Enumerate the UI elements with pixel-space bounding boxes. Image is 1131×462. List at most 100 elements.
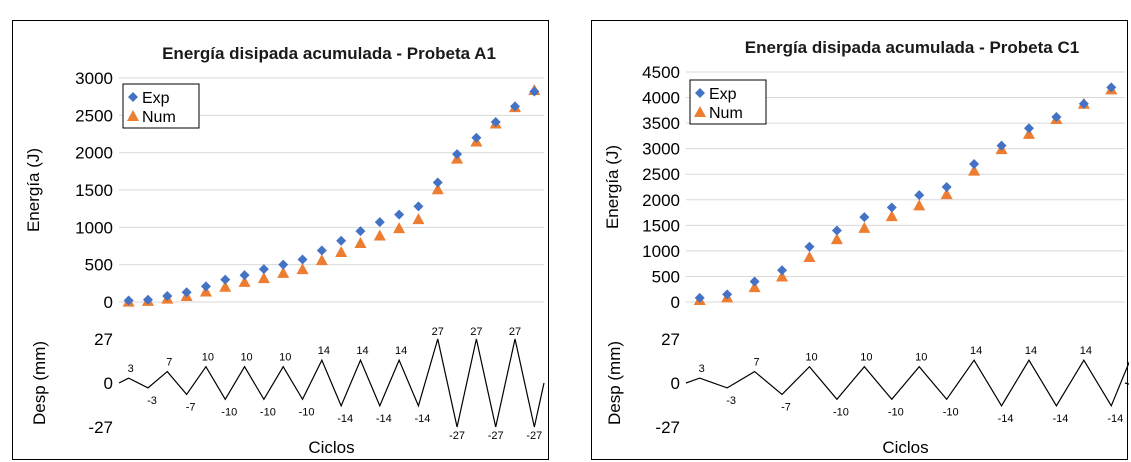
legend-exp-marker [128,92,138,102]
peak-label: -10 [833,406,849,418]
peak-label: 14 [1080,345,1092,357]
exp-point [239,270,250,281]
chart-panel-a1: Energía disipada acumulada - Probeta A1 3… [12,20,549,460]
peak-label: 14 [395,345,407,357]
exp-point [123,295,134,306]
exp-point [162,291,173,302]
peak-label: 27 [509,326,521,338]
exp-point [413,201,424,212]
exp-point [777,265,788,276]
exp-point [1078,98,1089,109]
num-point [393,222,406,234]
peak-label: 3 [128,363,134,375]
y-tick-label: 2500 [75,106,113,125]
peak-label: 10 [915,352,927,364]
y-tick-label: 2000 [642,191,680,210]
legend-num-label: Num [142,109,176,126]
exp-point [1106,82,1117,93]
exp-point [529,86,540,97]
peak-label: -27 [526,430,542,442]
num-point [315,254,328,266]
peak-label: 14 [318,345,330,357]
peak-label: -14 [1052,413,1068,425]
y-tick-label: 500 [652,267,680,286]
num-point [335,245,348,257]
x-axis-title: Ciclos [882,438,928,457]
exp-point [200,281,211,292]
num-point [940,188,953,200]
exp-point [374,217,385,228]
y-axis-title: Energía (J) [603,145,622,229]
y-tick-label: 1500 [642,216,680,235]
peak-label: 27 [432,326,444,338]
desp-tick-label: 27 [94,330,113,349]
num-point [748,281,761,293]
exp-point [220,274,231,285]
peak-label: -7 [781,401,791,413]
exp-point [142,294,153,305]
y-tick-label: 2000 [75,144,113,163]
peak-label: 10 [279,352,291,364]
peak-label: 14 [1025,345,1037,357]
exp-point [316,245,327,256]
exp-point [336,235,347,246]
peak-label: -3 [147,395,157,407]
exp-point [941,182,952,192]
y-tick-label: 3000 [642,140,680,159]
peak-label: 7 [754,357,760,369]
exp-point [394,209,405,220]
peak-label: -14 [998,413,1014,425]
peak-label: 27 [470,326,482,338]
peak-label: 10 [202,352,214,364]
legend-num-label: Num [709,105,743,122]
peak-label: 10 [860,352,872,364]
exp-point [490,117,501,128]
exp-point [297,254,308,265]
num-point [803,251,816,263]
exp-point [432,177,443,188]
peak-label: -10 [888,406,904,418]
exp-point [181,287,192,298]
desp-tick-label: -27 [88,418,113,437]
peak-label: -10 [299,406,315,418]
peak-label: -27 [488,430,504,442]
desp-tick-label: -27 [655,418,680,437]
desp-tick-label: 0 [671,374,680,393]
legend-exp-label: Exp [142,90,170,107]
num-point [830,233,843,245]
y-axis-title: Energía (J) [24,148,43,232]
peak-label: 7 [166,357,172,369]
y-tick-label: 1500 [75,181,113,200]
peak-label: 3 [699,363,705,375]
y-tick-label: 3000 [75,69,113,88]
chart-svg-c1: Energía disipada acumulada - Probeta C1 4… [603,38,1129,457]
legend-num-marker [127,110,139,121]
peak-label: -14 [1107,413,1123,425]
y-tick-label: 4000 [642,89,680,108]
y-tick-label: 4500 [642,63,680,82]
num-point [885,210,898,222]
exp-point [278,259,289,270]
x-axis-title: Ciclos [308,438,354,457]
exp-point [804,241,815,252]
exp-point [452,149,463,160]
desp-tick-label: 27 [661,330,680,349]
num-point [776,270,789,282]
chart-svg-a1: Energía disipada acumulada - Probeta A1 3… [24,44,545,457]
num-point [412,213,425,225]
peak-label: -14 [337,413,353,425]
num-point [219,280,232,292]
num-point [858,221,871,233]
displacement-line [118,338,545,428]
num-point [373,229,386,241]
chart-title: Energía disipada acumulada - Probeta C1 [745,38,1079,57]
peak-label: -10 [943,406,959,418]
peak-label: -10 [260,406,276,418]
peak-label: -3 [726,395,736,407]
peak-label: 14 [356,345,368,357]
exp-point [258,264,269,275]
y-tick-label: 3500 [642,114,680,133]
num-point [238,275,251,287]
legend-num-marker [694,106,706,117]
num-point [296,263,309,275]
